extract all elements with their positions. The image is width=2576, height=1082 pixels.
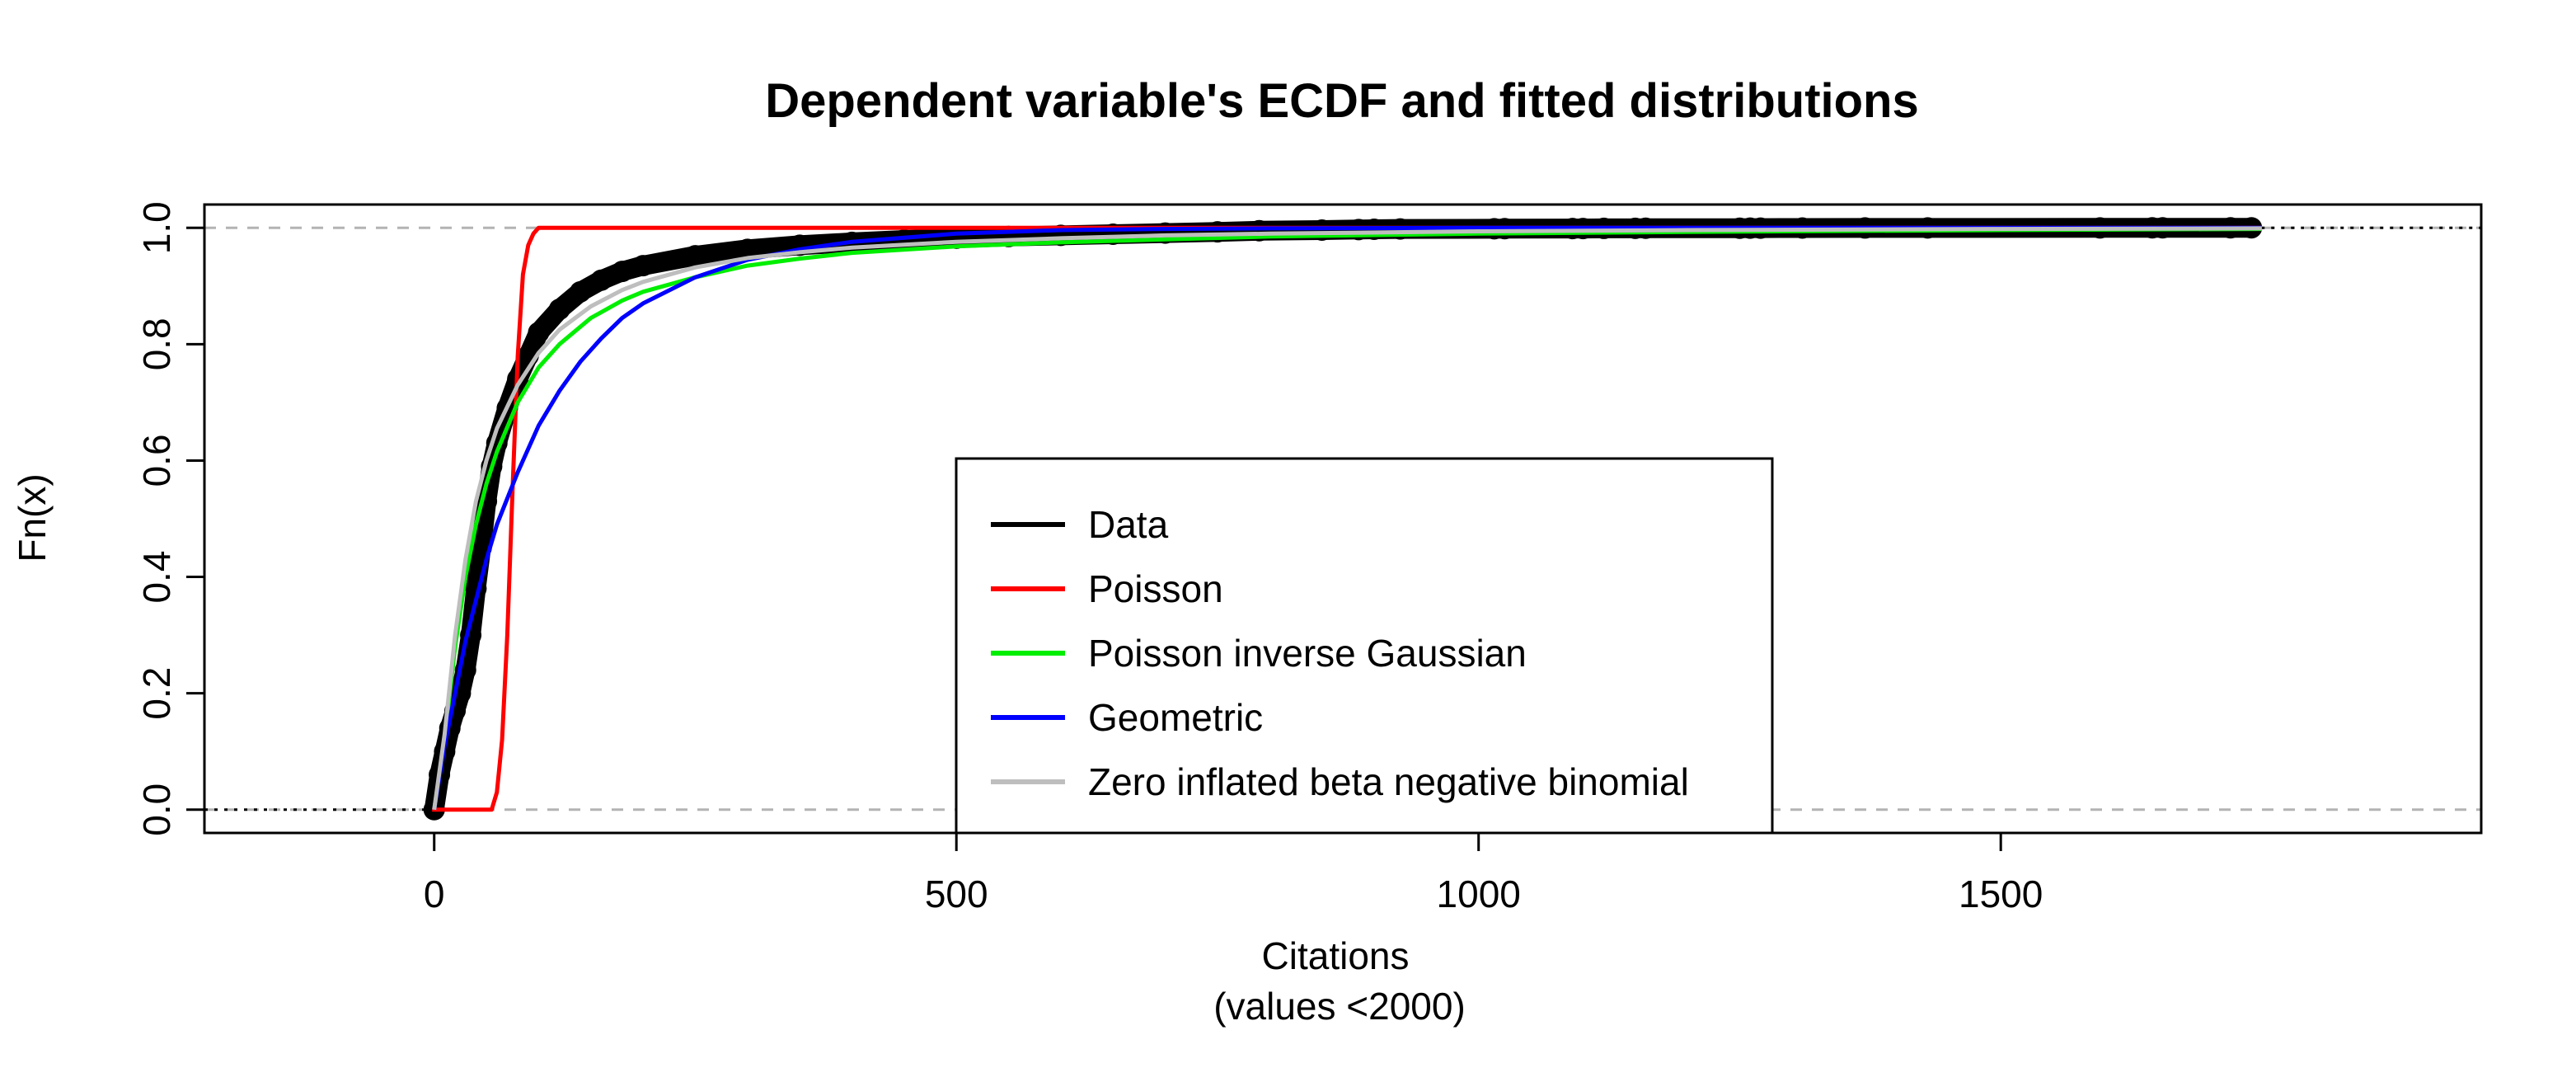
x-axis: 0 500 1000 1500 [424, 831, 2043, 915]
x-tick-label-2: 1000 [1437, 873, 1521, 915]
legend-label-0: Data [1088, 503, 1169, 546]
legend-item-1: Poisson [991, 567, 1223, 610]
x-tick-label-0: 0 [424, 873, 445, 915]
ecdf-point-20 [611, 261, 633, 283]
y-tick-label-1: 0.2 [135, 667, 178, 720]
y-tick-label-5: 1.0 [135, 201, 178, 254]
series-3 [432, 225, 2262, 811]
y-axis: 0.0 0.2 0.4 0.6 0.8 1.0 [135, 201, 206, 836]
ecdf-point-18 [570, 280, 592, 303]
legend-label-4: Zero inflated beta negative binomial [1088, 760, 1689, 803]
series-line-3 [432, 225, 2262, 811]
y-tick-label-3: 0.6 [135, 434, 178, 487]
ecdf-point-16 [528, 322, 550, 344]
ecdf-point-21 [632, 255, 655, 277]
y-tick-label-4: 0.8 [135, 318, 178, 370]
legend-box [955, 457, 1774, 835]
legend-label-2: Poisson inverse Gaussian [1088, 632, 1527, 675]
legend: Data Poisson Poisson inverse Gaussian Geome… [955, 457, 1774, 835]
x-tick-label-1: 500 [925, 873, 988, 915]
ecdf-point-17 [548, 299, 570, 320]
y-tick-label-0: 0.0 [135, 783, 178, 836]
ecdf-point-19 [590, 269, 612, 291]
chart-title: Dependent variable's ECDF and fitted dis… [765, 74, 1919, 128]
series-layer [204, 217, 2481, 821]
legend-label-1: Poisson [1088, 567, 1223, 610]
series-1 [432, 225, 2262, 812]
legend-item-3: Geometric [991, 696, 1263, 739]
ecdf-point-22 [684, 245, 706, 267]
series-line-4 [432, 226, 2262, 811]
series-line-1 [432, 225, 2262, 812]
y-axis-label: Fn(x) [11, 473, 54, 562]
y-tick-label-2: 0.4 [135, 551, 178, 604]
x-axis-label: Citations [1262, 934, 1410, 977]
ecdf-point-23 [736, 238, 758, 261]
x-tick-label-3: 1500 [1959, 873, 2043, 915]
series-line-2 [432, 227, 2262, 811]
legend-item-0: Data [991, 503, 1169, 546]
x-axis-sublabel: (values <2000) [1213, 985, 1466, 1028]
legend-item-2: Poisson inverse Gaussian [991, 632, 1527, 675]
legend-label-3: Geometric [1088, 696, 1263, 739]
legend-item-4: Zero inflated beta negative binomial [991, 760, 1689, 803]
series-2 [432, 227, 2262, 811]
series-4 [432, 226, 2262, 811]
